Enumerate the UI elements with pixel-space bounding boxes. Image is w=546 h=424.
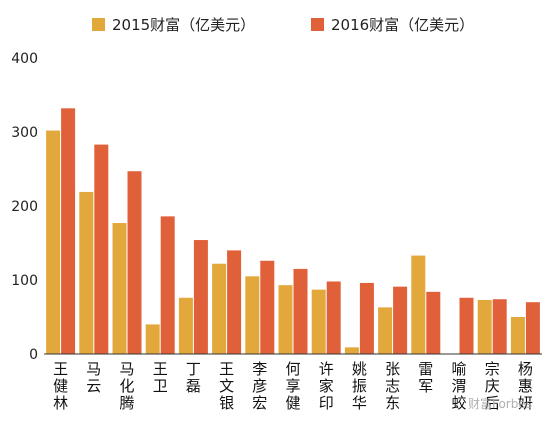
bar-2015	[278, 285, 293, 354]
legend-item-2016: 2016财富（亿美元）	[311, 14, 474, 35]
y-tick-label: 200	[11, 199, 38, 215]
bar-2016	[260, 260, 275, 354]
bar-2015	[79, 191, 94, 354]
bar-2015	[212, 263, 227, 354]
legend-item-2015: 2015财富（亿美元）	[92, 14, 255, 35]
bar-2016	[227, 250, 242, 354]
x-tick-label: 雷军	[418, 360, 433, 395]
bar-2016	[426, 291, 441, 354]
bar-2015	[245, 276, 260, 354]
bar-2015	[178, 297, 193, 354]
legend-swatch-2015	[92, 18, 105, 31]
bar-2015	[411, 255, 426, 354]
legend: 2015财富（亿美元） 2016财富（亿美元）	[0, 14, 546, 40]
bar-2015	[145, 324, 160, 354]
x-tick-label: 王文银	[219, 360, 234, 412]
y-tick-label: 100	[11, 273, 38, 289]
bar-2016	[525, 302, 540, 354]
x-tick-label: 姚振华	[352, 360, 367, 412]
bar-2015	[378, 307, 393, 354]
bar-2015	[46, 130, 61, 354]
legend-label-2016: 2016财富（亿美元）	[331, 16, 475, 34]
bar-2015	[311, 289, 326, 354]
x-tick-label: 丁磊	[186, 360, 201, 395]
x-tick-label: 王卫	[153, 360, 168, 395]
x-tick-label: 宗庆后	[485, 360, 500, 412]
x-tick-label: 喻渭蛟	[451, 360, 466, 412]
x-tick-label: 张志东	[385, 360, 400, 412]
bar-2016	[61, 108, 76, 354]
y-tick-label: 300	[11, 125, 38, 141]
bar-2016	[492, 299, 507, 354]
bar-2015	[477, 299, 492, 354]
legend-swatch-2016	[311, 18, 324, 31]
bar-2015	[344, 347, 359, 354]
bar-2016	[94, 144, 109, 354]
bar-2016	[160, 216, 175, 354]
bar-2016	[393, 286, 408, 354]
x-tick-label: 李彦宏	[252, 360, 267, 412]
watermark: 财富Forbes	[467, 397, 532, 411]
bar-2016	[127, 171, 142, 354]
x-tick-label: 马云	[86, 360, 101, 395]
bar-2015	[510, 317, 525, 354]
bar-2016	[293, 268, 308, 354]
x-tick-label: 杨惠妍	[518, 360, 533, 412]
x-tick-label: 王健林	[53, 360, 68, 412]
bar-2016	[459, 297, 474, 354]
bar-2016	[326, 281, 341, 354]
bar-2016	[359, 282, 374, 354]
x-tick-label: 马化腾	[119, 360, 134, 412]
x-tick-label: 何享健	[285, 360, 300, 412]
bar-2016	[193, 240, 208, 354]
legend-label-2015: 2015财富（亿美元）	[112, 16, 256, 34]
bar-2015	[112, 223, 127, 354]
x-tick-label: 许家印	[319, 360, 334, 412]
y-tick-label: 0	[29, 347, 38, 363]
y-tick-label: 400	[11, 51, 38, 67]
